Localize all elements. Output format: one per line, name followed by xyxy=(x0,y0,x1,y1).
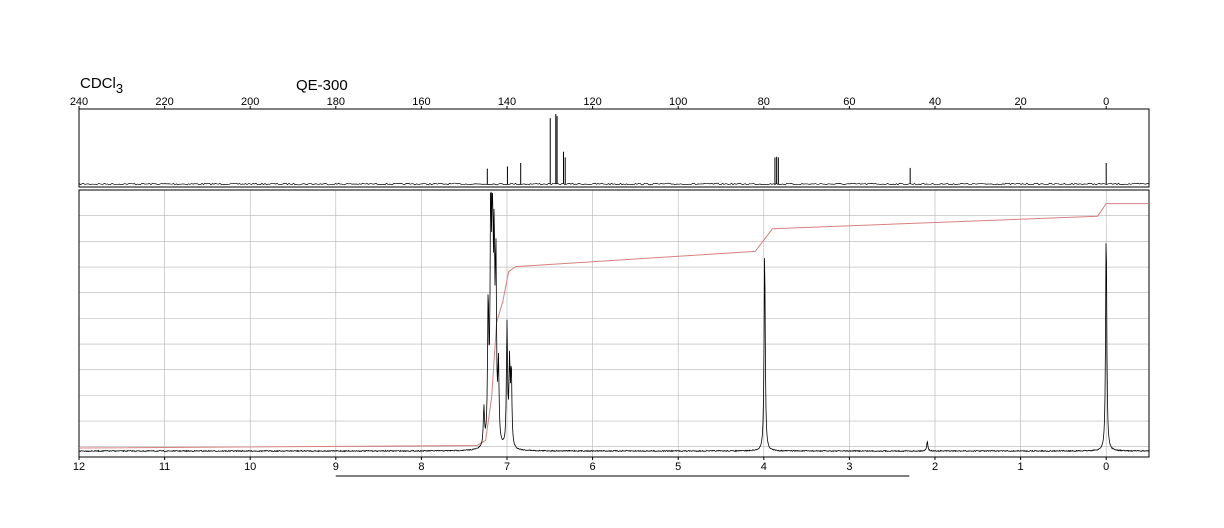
h1-tick-label: 3 xyxy=(846,461,852,473)
c13-tick-label: 60 xyxy=(843,96,855,108)
c13-spectrum-panel xyxy=(78,108,1150,188)
c13-tick-label: 100 xyxy=(669,96,687,108)
h1-axis: 12 11 10 9 8 7 6 5 4 3 2 1 0 xyxy=(73,457,1109,477)
h1-tick-label: 8 xyxy=(418,461,424,473)
h1-tick-label: 0 xyxy=(1103,461,1109,473)
c13-axis: 240 220 200 180 160 140 120 100 80 60 40 20 0 xyxy=(70,96,1109,109)
h1-tick-label: 11 xyxy=(159,461,170,473)
solvent-label-subscript: 3 xyxy=(115,81,124,96)
h1-tick-label: 6 xyxy=(590,461,596,473)
c13-tick-label: 160 xyxy=(412,96,430,108)
c13-tick-label: 240 xyxy=(70,96,88,108)
c13-baseline xyxy=(78,182,1149,186)
c13-tick-label: 40 xyxy=(929,96,941,108)
c13-tick-label: 200 xyxy=(241,96,259,108)
h1-spectrum-line xyxy=(78,191,1150,453)
c13-tick-label: 80 xyxy=(758,96,770,108)
instrument-label: QE-300 xyxy=(296,77,348,94)
c13-frame xyxy=(78,108,1150,188)
c13-tick-label: 220 xyxy=(155,96,173,108)
h1-frame xyxy=(78,189,1150,458)
h1-spectrum-panel xyxy=(78,189,1150,458)
h1-tick-label: 12 xyxy=(73,461,85,473)
solvent-label: CDCl3 xyxy=(80,75,124,96)
c13-tick-label: 180 xyxy=(327,96,345,108)
solvent-label-base: CDCl xyxy=(80,75,116,92)
c13-tick-label: 120 xyxy=(583,96,601,108)
h1-tick-label: 9 xyxy=(333,461,339,473)
c13-tick-label: 140 xyxy=(498,96,516,108)
h1-integral-curve xyxy=(78,203,1149,449)
h1-tick-label: 5 xyxy=(675,461,681,473)
h1-tick-label: 7 xyxy=(504,461,510,473)
h1-tick-label: 2 xyxy=(932,461,938,473)
h1-tick-label: 10 xyxy=(244,461,256,473)
c13-tick-label: 0 xyxy=(1103,96,1109,108)
h1-tick-label: 1 xyxy=(1018,461,1024,473)
h1-tick-label: 4 xyxy=(761,461,767,473)
c13-tick-label: 20 xyxy=(1014,96,1026,108)
